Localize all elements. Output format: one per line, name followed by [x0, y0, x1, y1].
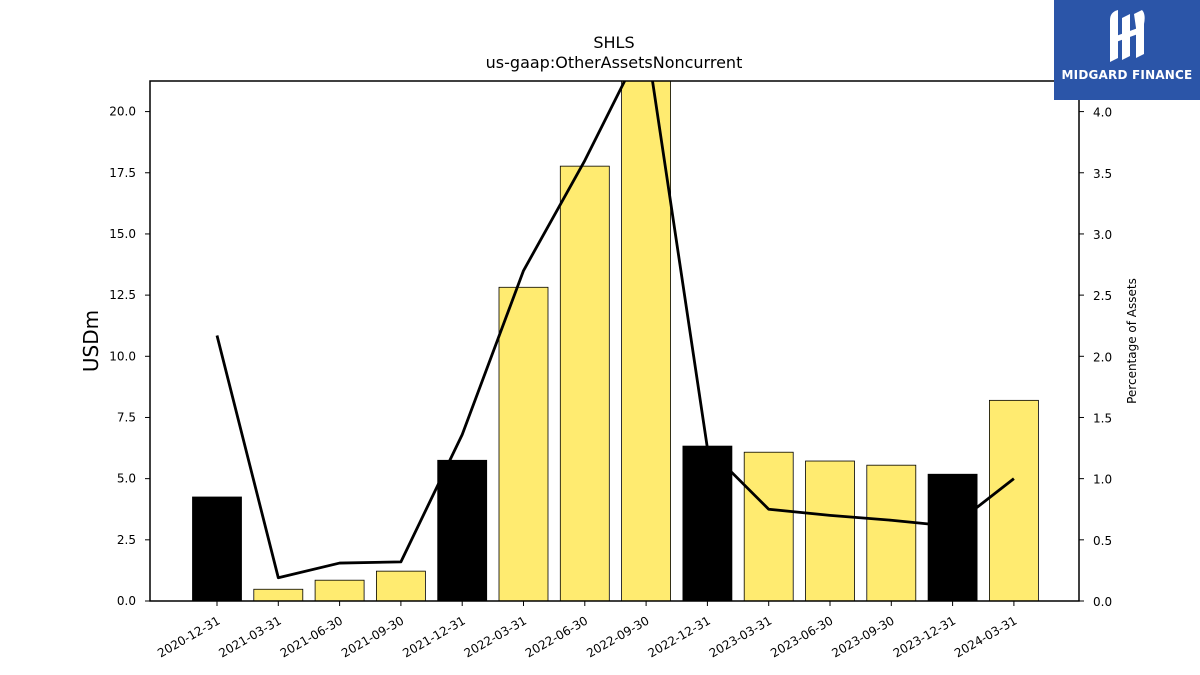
y-tick-label: 7.5 [117, 410, 136, 424]
x-axis-ticks: 2020-12-312021-03-312021-06-302021-09-30… [155, 601, 1019, 660]
y2-tick-label: 1.5 [1093, 411, 1112, 425]
x-tick-label: 2021-09-30 [339, 613, 406, 660]
y-tick-label: 10.0 [109, 349, 136, 363]
x-tick-label: 2023-03-31 [707, 613, 774, 660]
bar-2021-09-30 [375, 570, 426, 602]
y-tick-label: 12.5 [109, 288, 136, 302]
y-tick-label: 17.5 [109, 166, 136, 180]
logo-text: MIDGARD FINANCE [1061, 68, 1193, 82]
bar-2021-12-31 [437, 459, 488, 602]
bar-2020-12-31 [192, 496, 242, 602]
y2-tick-label: 1.0 [1093, 473, 1112, 487]
y-tick-label: 0.0 [117, 594, 136, 608]
x-tick-label: 2022-09-30 [584, 613, 651, 660]
logo-mark-icon [1110, 10, 1145, 62]
y-axis-label: USDm [79, 310, 103, 372]
y2-tick-label: 2.5 [1093, 289, 1112, 303]
y2-tick-label: 4.0 [1093, 106, 1112, 120]
bar-2023-12-31 [927, 473, 978, 602]
line-group [215, 81, 1015, 580]
x-tick-label: 2023-09-30 [829, 613, 896, 660]
bar-2021-06-30 [314, 579, 365, 602]
y2-tick-label: 3.0 [1093, 228, 1112, 242]
y2-tick-label: 2.0 [1093, 350, 1112, 364]
x-tick-label: 2022-12-31 [645, 613, 712, 660]
x-tick-label: 2022-06-30 [523, 613, 590, 660]
chart-title: SHLS [593, 33, 634, 52]
x-tick-label: 2023-06-30 [768, 613, 835, 660]
x-tick-label: 2021-06-30 [278, 613, 345, 660]
chart-subtitle: us-gaap:OtherAssetsNoncurrent [486, 53, 743, 72]
plot-frame [149, 80, 1080, 602]
y-tick-label: 5.0 [117, 472, 136, 486]
x-tick-label: 2020-12-31 [155, 613, 222, 660]
bars-group [192, 80, 1039, 602]
bar-2023-03-31 [743, 451, 794, 602]
bar-2024-03-31 [989, 399, 1039, 602]
bar-2022-06-30 [559, 165, 610, 602]
x-tick-label: 2021-12-31 [400, 613, 467, 660]
y-tick-label: 15.0 [109, 227, 136, 241]
x-tick-label: 2022-03-31 [462, 613, 529, 660]
bar-2023-06-30 [805, 460, 855, 602]
x-tick-label: 2023-12-31 [891, 613, 958, 660]
y-tick-label: 2.5 [117, 533, 136, 547]
right-axis-ticks: 0.0 0.5 1.0 1.5 2.0 2.5 3.0 3.5 4.0 [1079, 106, 1112, 609]
y-tick-label: 20.0 [109, 105, 136, 119]
left-axis-ticks: 0.0 2.5 5.0 7.5 10.0 12.5 15.0 17.5 20.0 [109, 105, 150, 608]
y2-tick-label: 0.0 [1093, 595, 1112, 609]
bar-2021-03-31 [253, 588, 304, 602]
x-tick-label: 2024-03-31 [952, 613, 1019, 660]
y2-axis-label: Percentage of Assets [1125, 278, 1139, 404]
bar-2023-09-30 [866, 464, 917, 602]
bar-2022-12-31 [682, 445, 733, 602]
percentage-of-assets-line [215, 81, 1015, 580]
bar-2022-03-31 [498, 286, 549, 602]
y2-tick-label: 3.5 [1093, 167, 1112, 181]
x-tick-label: 2021-03-31 [216, 613, 283, 660]
y2-tick-label: 0.5 [1093, 534, 1112, 548]
midgard-finance-logo: MIDGARD FINANCE [1054, 0, 1200, 100]
